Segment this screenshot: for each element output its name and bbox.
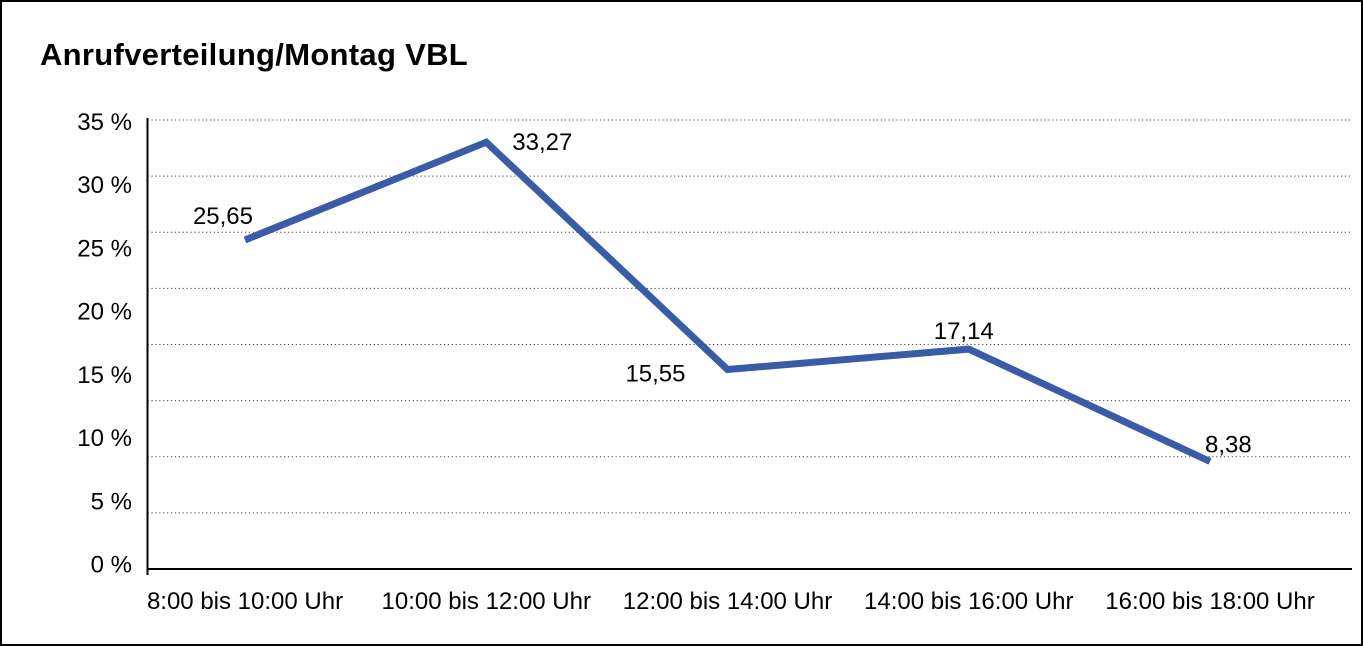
data-point-label: 8,38 xyxy=(1205,431,1252,458)
x-axis-labels: 8:00 bis 10:00 Uhr 10:00 bis 12:00 Uhr 12:… xyxy=(147,588,1315,615)
chart-title: Anrufverteilung/Montag VBL xyxy=(40,37,469,72)
data-point-label: 17,14 xyxy=(934,318,994,345)
x-tick-label: 8:00 bis 10:00 Uhr xyxy=(147,588,343,615)
x-tick-label: 16:00 bis 18:00 Uhr xyxy=(1105,588,1314,615)
y-tick-label: 25 % xyxy=(77,235,132,262)
axes xyxy=(146,118,1352,575)
data-series xyxy=(243,138,1212,465)
x-tick-label: 10:00 bis 12:00 Uhr xyxy=(382,588,591,615)
data-labels: 25,65 33,27 15,55 17,14 8,38 xyxy=(193,129,1252,458)
y-tick-label: 15 % xyxy=(77,362,132,389)
y-tick-label: 0 % xyxy=(91,552,132,579)
y-tick-label: 35 % xyxy=(77,109,132,136)
series-line xyxy=(243,138,1212,465)
y-tick-label: 20 % xyxy=(77,299,132,326)
data-point-label: 25,65 xyxy=(193,203,253,230)
x-tick-label: 14:00 bis 16:00 Uhr xyxy=(864,588,1073,615)
x-tick-label: 12:00 bis 14:00 Uhr xyxy=(623,588,832,615)
y-tick-label: 5 % xyxy=(91,488,132,515)
y-tick-label: 30 % xyxy=(77,172,132,199)
data-point-label: 33,27 xyxy=(512,129,572,156)
gridlines xyxy=(147,119,1352,514)
data-point-label: 15,55 xyxy=(625,361,685,388)
y-axis-labels: 35 % 30 % 25 % 20 % 15 % 10 % 5 % 0 % xyxy=(77,109,132,579)
y-tick-label: 10 % xyxy=(77,425,132,452)
